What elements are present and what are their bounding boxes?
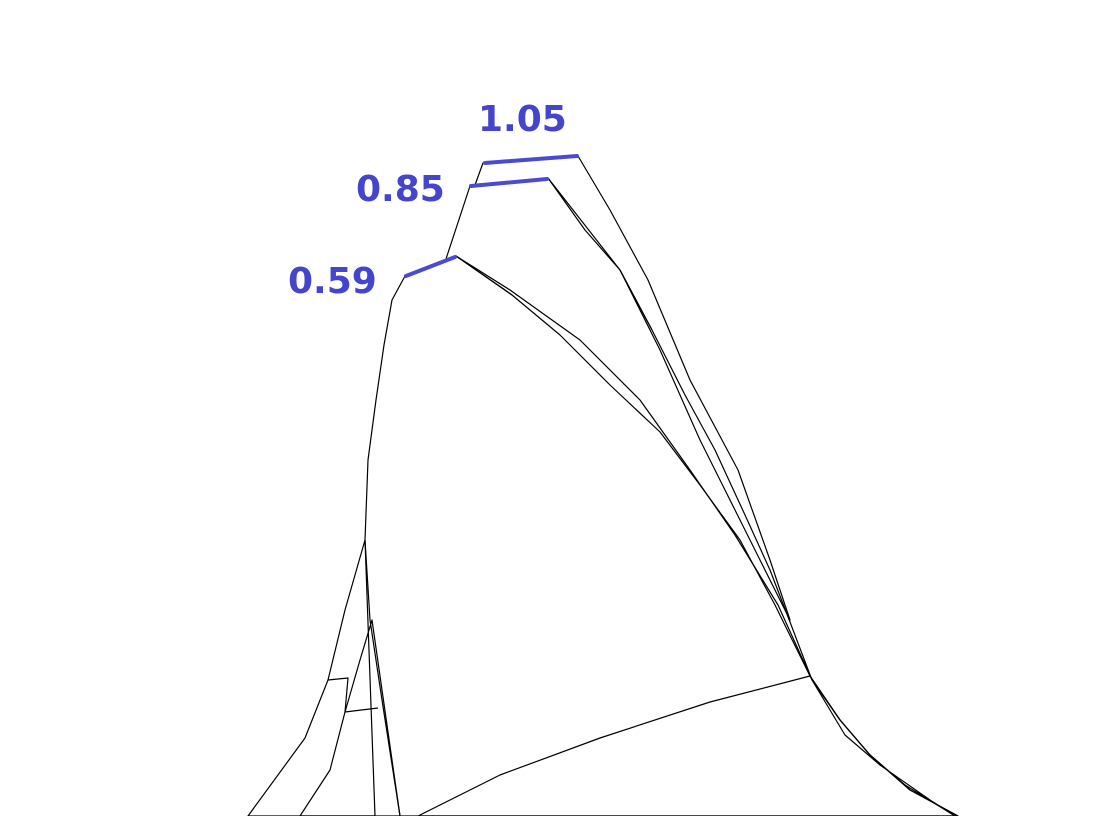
- mesh-line: [455, 255, 513, 296]
- mesh-line: [344, 707, 379, 713]
- red-right-flank: [474, 155, 791, 621]
- green-peak-label: 0.59: [288, 261, 377, 302]
- green-surface: [364, 255, 959, 816]
- mesh-line: [619, 269, 653, 331]
- mesh-line: [327, 677, 349, 713]
- red-layer: [247, 155, 791, 816]
- yellow-right-base: [811, 679, 956, 816]
- yellow-peak-marker: [469, 177, 549, 188]
- red-left-flank: [247, 539, 376, 816]
- yellow-left-flank: [299, 619, 401, 816]
- yellow-right-flank: [444, 177, 813, 681]
- mesh-lines: [327, 255, 653, 713]
- red-peak-marker: [483, 154, 579, 165]
- green-layer: [364, 255, 959, 816]
- green-peak-marker: [404, 255, 457, 278]
- yellow-layer: [299, 177, 956, 816]
- red-peak-label: 1.05: [478, 99, 567, 140]
- green-front-band: [417, 675, 959, 816]
- yellow-peak-label: 0.85: [356, 169, 445, 210]
- peak-markers: [404, 154, 579, 278]
